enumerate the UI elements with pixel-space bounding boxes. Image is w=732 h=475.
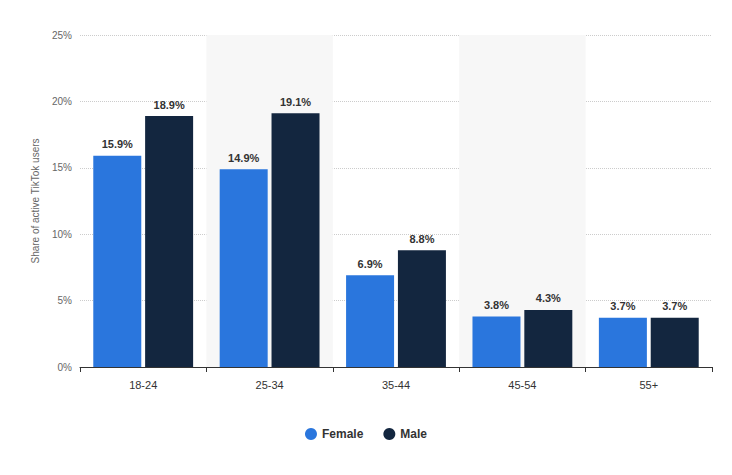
svg-text:4.3%: 4.3% <box>536 292 561 304</box>
svg-text:3.7%: 3.7% <box>662 300 687 312</box>
svg-text:3.8%: 3.8% <box>484 299 509 311</box>
svg-text:Female: Female <box>322 427 364 441</box>
svg-text:8.8%: 8.8% <box>409 233 434 245</box>
svg-text:14.9%: 14.9% <box>228 152 259 164</box>
svg-text:45-54: 45-54 <box>508 379 536 391</box>
svg-text:35-44: 35-44 <box>382 379 410 391</box>
svg-text:25-34: 25-34 <box>256 379 284 391</box>
svg-text:18.9%: 18.9% <box>154 99 185 111</box>
svg-text:Share of active TikTok users: Share of active TikTok users <box>30 138 41 263</box>
svg-text:3.7%: 3.7% <box>610 300 635 312</box>
svg-text:0%: 0% <box>58 362 73 373</box>
svg-text:20%: 20% <box>52 96 72 107</box>
svg-text:Male: Male <box>400 427 427 441</box>
svg-text:15.9%: 15.9% <box>102 138 133 150</box>
svg-text:25%: 25% <box>52 30 72 41</box>
svg-text:15%: 15% <box>52 162 72 173</box>
svg-text:18-24: 18-24 <box>129 379 157 391</box>
svg-text:6.9%: 6.9% <box>358 258 383 270</box>
svg-text:10%: 10% <box>52 229 72 240</box>
svg-text:19.1%: 19.1% <box>280 96 311 108</box>
svg-text:55+: 55+ <box>639 379 658 391</box>
svg-text:5%: 5% <box>58 295 73 306</box>
